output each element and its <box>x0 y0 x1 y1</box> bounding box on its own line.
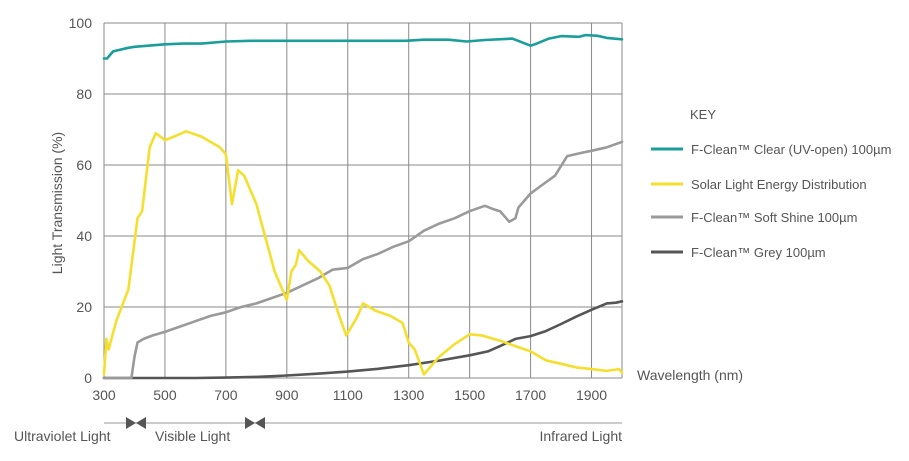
legend-label: F-Clean™ Clear (UV-open) 100µm <box>691 142 891 157</box>
y-tick-label: 40 <box>76 228 92 244</box>
y-axis-label: Light Transmission (%) <box>49 132 65 274</box>
series-line <box>102 130 624 376</box>
legend: KEY F-Clean™ Clear (UV-open) 100µm Solar … <box>651 107 891 260</box>
x-tick-label: 500 <box>153 387 177 403</box>
x-axis-label: Wavelength (nm) <box>637 367 743 383</box>
x-tick-label: 1300 <box>393 387 424 403</box>
y-tick-label: 100 <box>69 15 93 31</box>
tick-labels: 0 20 40 60 80 100 300 500 700 900 1100 1300 1500 1700… <box>69 15 608 403</box>
x-tick-label: 900 <box>275 387 299 403</box>
band-label: Ultraviolet Light <box>14 428 111 444</box>
grid <box>103 22 623 379</box>
series-line <box>102 140 624 380</box>
series-lines <box>102 33 624 380</box>
x-tick-label: 300 <box>92 387 116 403</box>
band-divider-marker <box>126 417 146 429</box>
marker-right-triangle <box>136 417 146 429</box>
spectrum-bands: Ultraviolet Light Visible Light Infrared L… <box>14 417 622 444</box>
series-line <box>102 300 624 380</box>
y-tick-label: 80 <box>76 86 92 102</box>
x-tick-label: 1700 <box>515 387 546 403</box>
marker-left-triangle <box>126 417 136 429</box>
x-tick-label: 700 <box>214 387 238 403</box>
y-tick-label: 0 <box>84 370 92 386</box>
y-tick-label: 60 <box>76 157 92 173</box>
marker-right-triangle <box>255 417 265 429</box>
series-line <box>102 33 624 60</box>
x-tick-label: 1500 <box>454 387 485 403</box>
x-tick-label: 1900 <box>576 387 607 403</box>
x-tick-label: 1100 <box>333 387 363 403</box>
y-tick-label: 20 <box>76 299 92 315</box>
band-label: Visible Light <box>155 428 230 444</box>
legend-label: Solar Light Energy Distribution <box>691 177 867 192</box>
legend-label: F-Clean™ Grey 100µm <box>691 245 826 260</box>
band-label: Infrared Light <box>540 428 623 444</box>
band-divider-marker <box>245 417 265 429</box>
marker-left-triangle <box>245 417 255 429</box>
legend-label: F-Clean™ Soft Shine 100µm <box>691 210 857 225</box>
legend-title: KEY <box>690 107 716 122</box>
